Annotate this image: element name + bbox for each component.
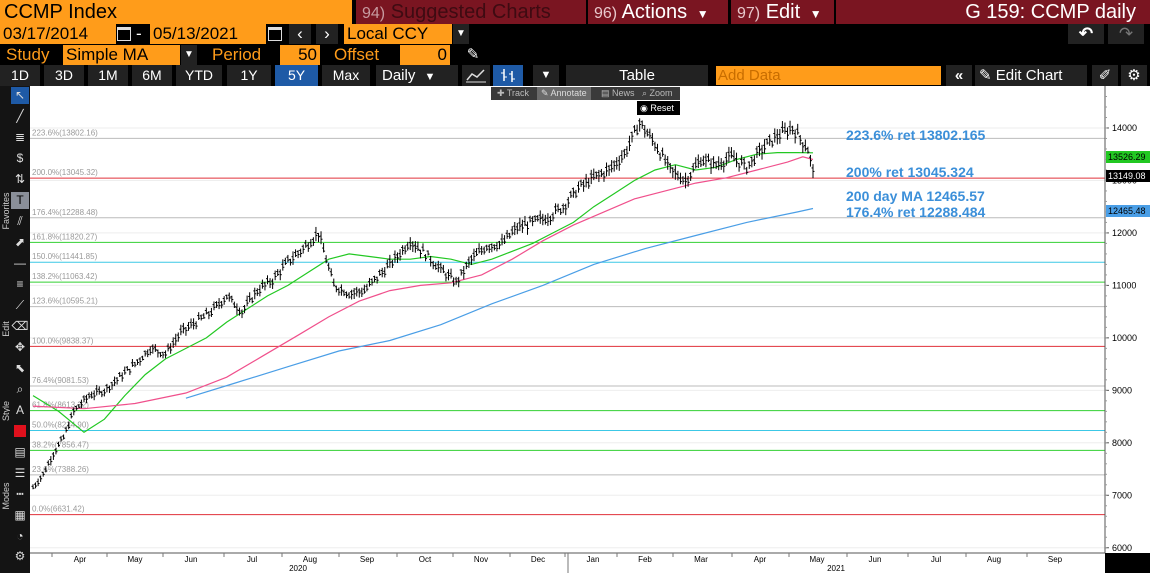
period-button-ytd[interactable]: YTD xyxy=(176,65,222,86)
edit-menu-button[interactable]: 97) Edit ▼ xyxy=(731,0,834,24)
line-style-icon[interactable]: ┅ xyxy=(16,487,24,501)
chevron-down-icon: ▼ xyxy=(696,7,709,21)
suggested-label: Suggested Charts xyxy=(390,1,551,23)
fibonacci-tool-icon[interactable]: ≣ xyxy=(14,130,26,144)
drawing-toolbar: ↖ ╱ ≣ $ ⇅ T ⫽ ⬈ — ≡ ⟋ ⌫ ✥ ⬉ ⌕ A ▤ ☰ ┅ ▦ … xyxy=(10,86,30,573)
connect-icon[interactable]: ⚙ xyxy=(14,549,26,563)
red-swatch xyxy=(14,425,26,437)
edit-num: 97) xyxy=(737,5,761,22)
pattern-icon[interactable]: ▦ xyxy=(14,508,26,522)
period-button-3d[interactable]: 3D xyxy=(44,65,84,86)
redo-button[interactable]: ↷ xyxy=(1108,24,1144,44)
reset-button[interactable]: ◉ Reset xyxy=(637,101,680,115)
text-tool-icon[interactable]: T xyxy=(11,192,29,209)
add-data-input[interactable]: Add Data xyxy=(716,66,941,85)
side-label-strip: Favorites Edit Style Modes xyxy=(0,86,11,573)
chevron-down-icon[interactable]: ▼ xyxy=(453,24,469,44)
pencil-icon: ✎ xyxy=(979,67,992,84)
fill-icon[interactable]: ▤ xyxy=(14,445,26,459)
reset-label: Reset xyxy=(650,103,674,113)
dollar-tool-icon[interactable]: $ xyxy=(16,151,24,165)
pencil-icon[interactable]: ✎ xyxy=(466,46,480,63)
frequency-select[interactable]: Daily ▼ xyxy=(376,65,458,86)
edit-chart-button[interactable]: ✎ Edit Chart xyxy=(975,65,1087,86)
horizontal-line-icon[interactable]: — xyxy=(14,256,26,270)
frequency-label: Daily xyxy=(382,67,416,84)
move-icon[interactable]: ✥ xyxy=(14,340,26,354)
chart-area[interactable] xyxy=(30,86,1105,553)
range-dash: - xyxy=(136,24,142,43)
cursor-icon[interactable]: ↖ xyxy=(11,87,29,104)
chevron-down-icon[interactable]: ▼ xyxy=(181,45,197,65)
period-button-1m[interactable]: 1M xyxy=(88,65,128,86)
line-width-icon[interactable]: ☰ xyxy=(14,466,26,480)
annotate-label: Annotate xyxy=(550,88,587,98)
color-swatch-icon[interactable] xyxy=(11,423,29,440)
chevron-down-icon: ▼ xyxy=(424,71,436,83)
edit-label: Edit xyxy=(765,1,801,23)
period-button-1d[interactable]: 1D xyxy=(0,65,40,86)
edit-chart-label: Edit Chart xyxy=(995,67,1063,84)
actions-button[interactable]: 96) Actions ▼ xyxy=(588,0,728,24)
period-button-max[interactable]: Max xyxy=(322,65,370,86)
table-button[interactable]: Table xyxy=(566,65,708,86)
calendar-icon[interactable] xyxy=(117,27,131,41)
font-icon[interactable]: A xyxy=(15,403,24,417)
extend-tool-icon[interactable]: ⇅ xyxy=(14,172,26,186)
chevron-down-icon: ▼ xyxy=(809,7,822,21)
track-button[interactable]: ✚ Track xyxy=(497,88,530,98)
x-axis xyxy=(30,553,1105,573)
collapse-button[interactable]: « xyxy=(946,65,972,86)
period-label: Period xyxy=(212,45,262,64)
scroll-back-button[interactable]: ‹ xyxy=(289,24,311,44)
chart-title: G 159: CCMP daily xyxy=(836,0,1150,24)
edit-style-icon[interactable]: ✐ xyxy=(1092,65,1118,86)
offset-label: Offset xyxy=(334,45,380,64)
zoom-icon[interactable]: ⌕ xyxy=(16,382,24,396)
period-button-1y[interactable]: 1Y xyxy=(227,65,271,86)
line-tool-icon[interactable]: ╱ xyxy=(16,109,24,123)
suggested-num: 94) xyxy=(362,5,386,22)
line-chart-icon[interactable] xyxy=(462,65,490,86)
suggested-charts-button[interactable]: 94) Suggested Charts xyxy=(356,0,586,24)
zoom-label: Zoom xyxy=(649,88,673,98)
gear-icon[interactable]: ⚙ xyxy=(1121,65,1147,86)
y-axis xyxy=(1105,86,1150,553)
ticker-field[interactable]: CCMP Index xyxy=(0,0,352,24)
actions-num: 96) xyxy=(594,5,618,22)
end-date-field[interactable]: 05/13/2021 xyxy=(150,24,266,44)
annotate-button[interactable]: ✎ Annotate xyxy=(537,87,591,100)
period-button-5y[interactable]: 5Y xyxy=(275,65,318,86)
undo-button[interactable]: ↶ xyxy=(1068,24,1104,44)
trend-channel-icon[interactable]: ≡ xyxy=(16,277,24,291)
select-icon[interactable]: ⬉ xyxy=(14,361,26,375)
start-date-field[interactable]: 03/17/2014 xyxy=(0,24,116,44)
currency-select[interactable]: Local CCY xyxy=(344,24,452,44)
news-button[interactable]: ▤ News xyxy=(601,88,635,98)
scroll-forward-button[interactable]: › xyxy=(316,24,338,44)
study-type-select[interactable]: Simple MA xyxy=(63,45,180,65)
news-label: News xyxy=(612,88,635,98)
offset-input[interactable]: 0 xyxy=(400,45,450,65)
bar-chart-icon[interactable] xyxy=(493,65,523,86)
study-label: Study xyxy=(2,44,54,65)
arrow-tool-icon[interactable]: ⬈ xyxy=(14,235,26,249)
period-button-6m[interactable]: 6M xyxy=(132,65,172,86)
track-label: Track xyxy=(506,88,530,98)
channel-tool-icon[interactable]: ⫽ xyxy=(17,214,23,228)
calendar-icon[interactable] xyxy=(268,27,282,41)
actions-label: Actions xyxy=(621,1,688,23)
brush-tool-icon[interactable]: ⟋ xyxy=(15,298,25,312)
chevron-down-icon[interactable]: ▼ xyxy=(533,65,559,86)
eraser-icon[interactable]: ⌫ xyxy=(11,319,29,333)
period-input[interactable]: 50 xyxy=(280,45,320,65)
zoom-button[interactable]: ⌕ Zoom xyxy=(642,88,673,98)
snap-icon[interactable]: ◔ xyxy=(16,529,24,543)
